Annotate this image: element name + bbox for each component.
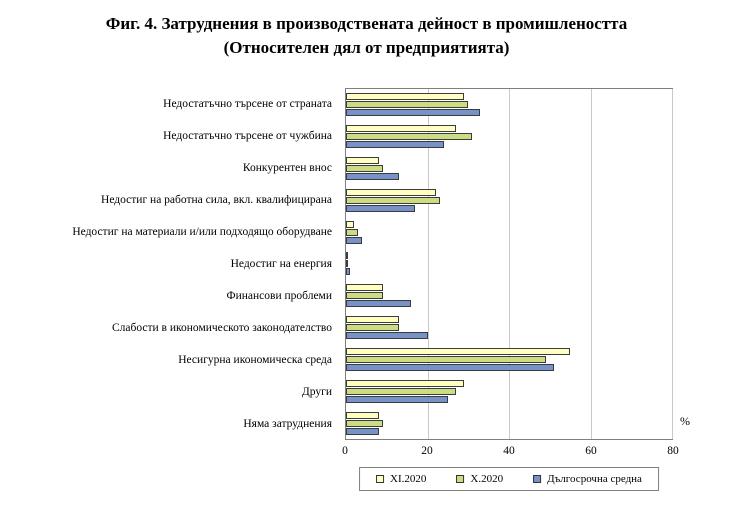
bar-XI.2020	[346, 157, 379, 165]
legend-item-XI.2020: XI.2020	[376, 473, 426, 485]
bar-X.2020	[346, 324, 399, 332]
legend: XI.2020 X.2020 Дългосрочна средна	[359, 467, 659, 491]
bar-group	[346, 121, 672, 153]
bar-Дългосрочна средна	[346, 427, 379, 435]
legend-label: XI.2020	[390, 473, 427, 485]
category-label: Недостиг на материали и/или подходящо об…	[72, 226, 332, 238]
bar-group	[346, 89, 672, 121]
category-label: Финансови проблеми	[226, 290, 332, 302]
bar-Дългосрочна средна	[346, 173, 399, 181]
x-axis-unit: %	[680, 414, 690, 428]
x-axis-tick: 60	[585, 445, 597, 457]
legend-swatch	[456, 475, 465, 483]
bar-X.2020	[346, 101, 469, 109]
category-label: Няма затруднения	[243, 418, 332, 430]
bar-XI.2020	[346, 411, 379, 419]
plot-area	[345, 88, 673, 440]
bar-Дългосрочна средна	[346, 332, 428, 340]
bar-Дългосрочна средна	[346, 141, 444, 149]
bar-rows	[346, 89, 672, 439]
bar-Дългосрочна средна	[346, 268, 351, 276]
bar-Дългосрочна средна	[346, 363, 554, 371]
bar-group	[346, 344, 672, 376]
bar-Дългосрочна средна	[346, 109, 481, 117]
bar-group	[346, 248, 672, 280]
bar-group	[346, 153, 672, 185]
bar-X.2020	[346, 165, 383, 173]
bar-group	[346, 407, 672, 439]
bar-XI.2020	[346, 379, 465, 387]
category-label: Конкурентен внос	[242, 162, 332, 174]
bar-XI.2020	[346, 347, 571, 355]
legend-item-Дългосрочна средна: Дългосрочна средна	[533, 473, 642, 485]
bar-XI.2020	[346, 220, 355, 228]
bar-X.2020	[346, 355, 546, 363]
category-label: Недостиг на енергия	[230, 258, 332, 270]
bar-X.2020	[346, 419, 383, 427]
chart-title-line2: (Относителен дял от предприятията)	[223, 37, 510, 57]
gridline	[590, 89, 592, 439]
bar-group	[346, 312, 672, 344]
legend-label: X.2020	[470, 473, 504, 485]
bar-XI.2020	[346, 252, 349, 260]
bar-Дългосрочна средна	[346, 395, 448, 403]
legend-item-X.2020: X.2020	[456, 473, 503, 485]
bar-XI.2020	[346, 284, 383, 292]
category-label: Несигурна икономическа среда	[178, 354, 332, 366]
bar-group	[346, 184, 672, 216]
category-label: Други	[301, 386, 332, 398]
category-labels: Недостатъчно търсене от страната Недостат…	[0, 88, 339, 440]
bar-Дългосрочна средна	[346, 204, 416, 212]
x-axis-tick: 80	[667, 445, 679, 457]
category-label: Недостатъчно търсене от чужбина	[163, 130, 332, 142]
bar-Дългосрочна средна	[346, 236, 363, 244]
bar-XI.2020	[346, 93, 465, 101]
category-label: Недостатъчно търсене от страната	[163, 98, 332, 110]
bar-XI.2020	[346, 316, 399, 324]
gridline	[672, 89, 673, 439]
category-label: Недостиг на работна сила, вкл. квалифици…	[101, 194, 332, 206]
bar-X.2020	[346, 133, 473, 141]
bar-group	[346, 280, 672, 312]
chart-title: Фиг. 4. Затруднения в производствената д…	[0, 12, 733, 60]
bar-X.2020	[346, 228, 359, 236]
legend-swatch	[376, 475, 385, 483]
bar-XI.2020	[346, 125, 457, 133]
legend-label: Дългосрочна средна	[547, 473, 642, 485]
x-axis: 0 20 40 60 80	[342, 445, 679, 459]
bar-X.2020	[346, 387, 457, 395]
bar-X.2020	[346, 196, 440, 204]
x-axis-tick: 20	[421, 445, 433, 457]
gridline	[509, 89, 510, 439]
x-axis-tick: 0	[342, 445, 348, 457]
category-label: Слабости в икономическото законодателств…	[112, 322, 332, 334]
gridline	[427, 89, 429, 439]
bar-group	[346, 375, 672, 407]
bar-X.2020	[346, 260, 349, 268]
legend-swatch	[533, 475, 542, 483]
bar-XI.2020	[346, 188, 436, 196]
bar-X.2020	[346, 292, 383, 300]
bar-group	[346, 216, 672, 248]
x-axis-tick: 40	[503, 445, 515, 457]
bar-Дългосрочна средна	[346, 300, 412, 308]
chart-title-line1: Фиг. 4. Затруднения в производствената д…	[105, 14, 628, 33]
